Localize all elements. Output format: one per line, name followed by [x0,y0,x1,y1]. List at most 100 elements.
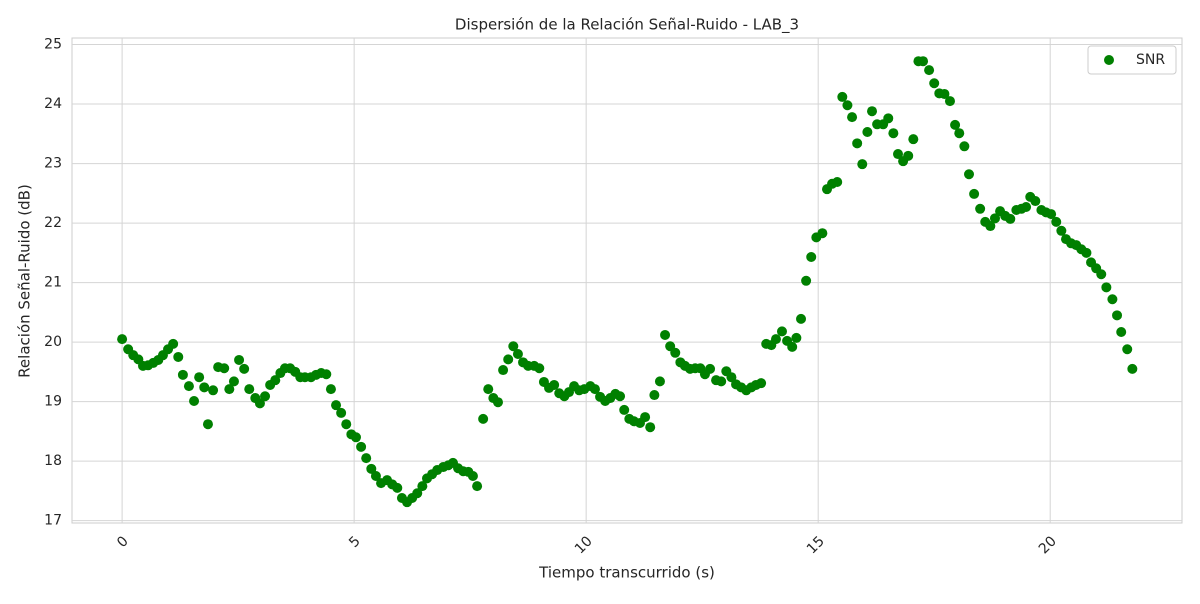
point [918,56,929,67]
point [1127,363,1138,374]
point [726,372,737,383]
point [908,134,919,145]
point [857,159,868,170]
point [498,365,509,376]
point [929,78,940,89]
point [549,379,560,390]
point [194,372,205,383]
point [791,332,802,343]
point [260,391,271,402]
point [670,347,681,358]
legend-box [1087,45,1177,75]
point [177,369,188,380]
point [950,119,961,130]
point [1101,282,1112,293]
point [1096,269,1107,280]
point [254,398,265,409]
point [117,334,128,345]
point [893,149,904,160]
point [640,412,651,423]
point [467,470,478,481]
point [168,338,179,349]
point [392,482,403,493]
point [862,127,873,138]
point [954,128,965,139]
point [472,481,483,492]
point [770,334,781,345]
point [219,363,230,374]
point [336,407,347,418]
point [492,397,503,408]
x-tick-label: 0 [114,533,132,551]
point [183,381,194,392]
point [989,213,1000,224]
point [1081,247,1092,258]
point [224,384,235,395]
y-tick-label: 25 [44,37,62,53]
y-axis-label: Relación Señal-Ruido (dB) [16,184,34,378]
point [649,390,660,401]
point [867,106,878,117]
point [1021,202,1032,213]
point [189,396,200,407]
point [985,221,996,232]
point [321,369,332,380]
point [1005,213,1016,224]
point [234,354,245,365]
x-tick-label: 20 [1036,533,1060,557]
point [356,441,367,452]
point [341,419,352,430]
point [228,376,239,387]
point [975,203,986,214]
y-tick-label: 22 [44,215,62,231]
point [852,138,863,149]
point [645,422,656,433]
point [239,363,250,374]
point [888,128,899,139]
point [503,354,514,365]
point [939,88,950,99]
point [589,384,600,395]
point [370,470,381,481]
point [832,177,843,188]
x-tick-label: 15 [804,533,828,557]
point [478,413,489,424]
point [847,112,858,123]
point [1122,344,1133,355]
point [412,488,423,499]
y-tick-label: 21 [44,275,62,291]
point [756,378,767,389]
plot-area [71,37,1183,524]
point [654,376,665,387]
y-tick-label: 18 [44,453,62,469]
point [361,453,372,464]
point [270,375,281,386]
point [1046,209,1057,220]
point [350,432,361,443]
point [796,313,807,324]
points [117,56,1138,508]
point [244,384,255,395]
y-tick-label: 23 [44,156,62,172]
point [1056,225,1067,236]
chart-title: Dispersión de la Relación Señal-Ruido - … [455,16,799,35]
point [199,382,210,393]
point [806,251,817,262]
point [883,113,894,124]
point [964,169,975,180]
legend-label: SNR [1136,52,1165,68]
point [944,96,955,107]
point [1107,294,1118,305]
x-axis-label: Tiempo transcurrido (s) [538,564,715,582]
x-tick-label: 10 [572,533,596,557]
point [1051,216,1062,227]
point [660,329,671,340]
point [325,384,336,395]
point [417,481,428,492]
y-tick-label: 24 [44,96,62,112]
point [483,384,494,395]
point [705,363,716,374]
y-tick-label: 17 [44,513,62,529]
point [208,385,219,396]
